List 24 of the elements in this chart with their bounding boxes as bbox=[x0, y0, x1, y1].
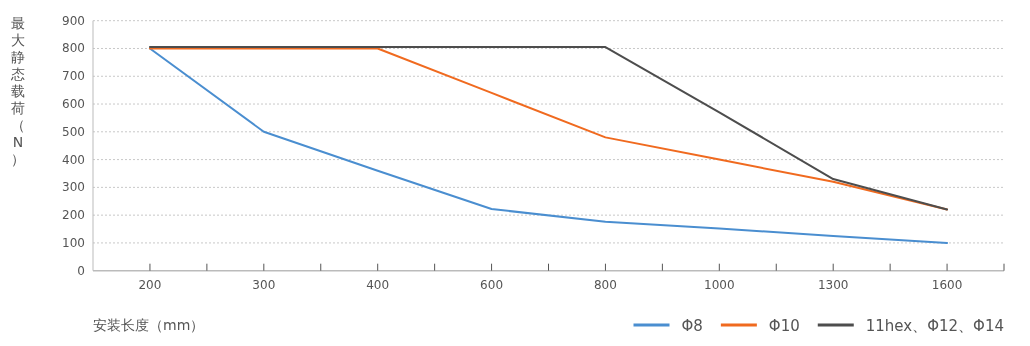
x-tick-label: 400 bbox=[366, 277, 390, 292]
x-tick-label: 800 bbox=[593, 277, 617, 292]
y-tick-label: 500 bbox=[62, 124, 85, 139]
legend-label: Φ8 bbox=[681, 317, 703, 335]
y-tick-label: 0 bbox=[77, 263, 85, 278]
y-tick-label: 800 bbox=[62, 41, 85, 56]
text: 最大静态载荷（N） bbox=[11, 15, 25, 167]
y-tick-label: 400 bbox=[62, 152, 85, 167]
x-axis-title: 安装长度（mm） bbox=[93, 317, 205, 333]
legend-label: 11hex、Φ12、Φ14 bbox=[865, 317, 1004, 335]
y-tick-label: 700 bbox=[62, 69, 85, 84]
y-tick-label: 900 bbox=[62, 13, 85, 28]
x-tick-label: 200 bbox=[138, 277, 162, 292]
x-tick-label: 600 bbox=[480, 277, 504, 292]
y-tick-label: 300 bbox=[62, 180, 85, 195]
y-tick-label: 200 bbox=[62, 208, 85, 223]
legend-label: Φ10 bbox=[768, 317, 800, 335]
line-series bbox=[148, 47, 949, 244]
x-tick-label: 1000 bbox=[704, 277, 735, 292]
y-tick-label: 100 bbox=[62, 235, 85, 250]
y-tick-label: 600 bbox=[62, 97, 85, 112]
x-tick-label: 300 bbox=[252, 277, 276, 292]
x-tick-label: 1300 bbox=[817, 277, 849, 292]
x-tick-label: 1600 bbox=[931, 277, 963, 292]
